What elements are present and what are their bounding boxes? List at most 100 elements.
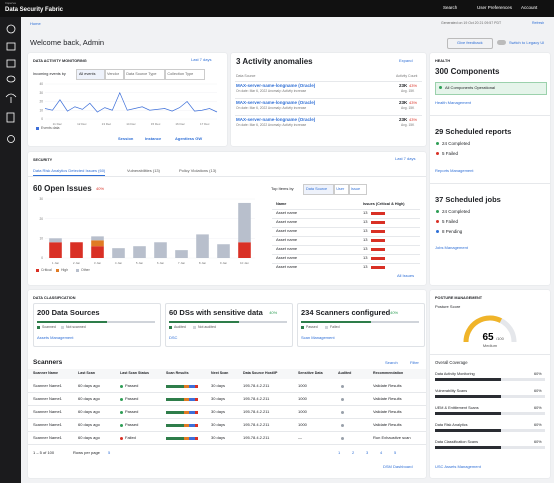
breadcrumb[interactable]: Home [30, 21, 41, 26]
refresh[interactable]: Refresh [532, 21, 545, 25]
source-name[interactable]: MAX-server-name-longname (Oracle) [236, 83, 316, 88]
bar-segment [49, 242, 62, 258]
tab[interactable]: Vulnerabilities (13) [127, 168, 160, 173]
cell: Validate Results [373, 396, 402, 401]
account[interactable]: Account [521, 5, 538, 10]
nav-icon[interactable] [6, 75, 16, 83]
card-title: 3 Activity anomalies [236, 57, 313, 66]
feedback-label[interactable]: Give feedback [457, 39, 483, 45]
card-title: DATA ACTIVITY MONITORING [33, 59, 87, 63]
filter-tab[interactable] [123, 69, 167, 80]
page-number[interactable]: 4 [380, 450, 383, 455]
nav-icon[interactable] [6, 24, 16, 34]
search[interactable]: Search [385, 360, 398, 365]
cell: 1000 [298, 409, 307, 414]
column-header: Recommendation [373, 371, 404, 375]
status-dot [439, 86, 442, 89]
brand-small: Imperva [5, 1, 16, 5]
toggle-label[interactable]: Issue [351, 187, 361, 191]
cell: 195.78.4.2.211 [243, 383, 270, 388]
link[interactable]: Session [118, 136, 134, 141]
job-status: 8 Pending [442, 228, 463, 234]
asset-name: Asset name [276, 210, 298, 215]
toggle[interactable] [497, 40, 506, 45]
status-dot [436, 152, 439, 155]
tab[interactable]: Data Risk Analytics Detected Issues (60) [33, 168, 106, 177]
scan-result-segment [184, 423, 189, 427]
source-name[interactable]: MAX-server-name-longname (Oracle) [236, 117, 316, 122]
bar-segment [91, 246, 104, 258]
source-name[interactable]: MAX-server-name-longname (Oracle) [236, 100, 316, 105]
link[interactable]: DSM Dashboard [383, 464, 413, 469]
expand[interactable]: Expand [399, 58, 413, 63]
period-select[interactable]: Last 7 days [191, 57, 212, 62]
legend-swatch [193, 326, 196, 329]
link[interactable]: USC Assets Management [435, 464, 481, 469]
anomalies-card: 3 Activity anomalies Expand Data Source Act… [231, 53, 426, 146]
page-number[interactable]: 1 [338, 450, 341, 455]
legacy-label[interactable]: Switch to Legacy UI [509, 39, 545, 45]
bar-segment [238, 242, 251, 258]
divider [430, 115, 550, 116]
health-card: HEALTH 300 Components All Components Opera… [430, 53, 550, 285]
filter-label: Incoming events by [33, 72, 66, 76]
tab[interactable]: Policy Violations (13) [179, 168, 217, 173]
nav-icon[interactable] [6, 59, 16, 68]
status-dot [341, 384, 344, 388]
toggle[interactable] [303, 184, 336, 195]
link[interactable]: Instance [145, 136, 162, 141]
coverage-bar [435, 429, 501, 432]
count: 23K [399, 83, 408, 88]
toggle[interactable] [348, 184, 367, 195]
period-select[interactable]: Last 7 days [395, 156, 416, 161]
page-number[interactable]: 5 [394, 450, 397, 455]
nav-icon[interactable] [6, 112, 15, 123]
filter[interactable]: Filter [410, 360, 419, 365]
link[interactable]: All Issues [397, 273, 415, 278]
column-header: Name [276, 202, 287, 206]
legend-label: Passed [306, 325, 318, 329]
progress-fill [301, 321, 371, 323]
report-status: 5 Failed [442, 150, 459, 156]
page-number[interactable]: 2 [352, 450, 355, 455]
filter-tab-label[interactable]: All events [79, 72, 96, 76]
filter-tab[interactable] [104, 69, 126, 80]
asset-name: Asset name [276, 219, 298, 224]
status-dot [341, 397, 344, 401]
nav-icon[interactable] [5, 93, 17, 103]
legend-label: Scanned [42, 325, 56, 329]
issue-count: 13 [363, 264, 368, 269]
bar-segment [91, 236, 104, 241]
x-tick-label: 14 Dec [126, 122, 136, 126]
toggle-label[interactable]: Data Source [306, 187, 328, 191]
link[interactable]: Agentless GW [175, 136, 203, 141]
filter-tab-label[interactable]: Collection Type [167, 72, 194, 76]
filter-tab[interactable] [76, 69, 106, 80]
page-number[interactable]: 3 [366, 450, 369, 455]
x-tick-label: 9 Jan [220, 261, 228, 265]
search[interactable]: Search [443, 5, 458, 10]
rows-select[interactable]: 5 [108, 450, 111, 455]
cell: 30 days [211, 422, 226, 427]
link[interactable]: Reports Management [435, 168, 474, 173]
user-preferences[interactable]: User Preferences [477, 5, 513, 10]
bar-segment [217, 244, 230, 258]
toggle[interactable] [333, 184, 350, 195]
link[interactable]: DSC [169, 335, 178, 340]
filter-tab-label[interactable]: Vendor [107, 72, 120, 76]
feedback-button[interactable] [447, 38, 493, 49]
bar-segment [196, 234, 209, 258]
filter-tab[interactable] [164, 69, 206, 80]
count: 23K [399, 117, 408, 122]
nav-icon[interactable] [6, 42, 16, 51]
toggle-label[interactable]: User [336, 187, 345, 191]
filter-tab-label[interactable]: Data Source Type [126, 72, 157, 76]
link[interactable]: Jobs Management [435, 245, 468, 250]
link[interactable]: Assets Management [37, 335, 74, 340]
average: Avg. 15K [401, 89, 415, 93]
nav-icon[interactable] [7, 135, 15, 143]
link[interactable]: Scan Management [301, 335, 335, 340]
link[interactable]: Health Management [435, 100, 472, 105]
change: 40% [390, 310, 399, 315]
coverage-label: Data Risk Analytics [435, 423, 468, 427]
